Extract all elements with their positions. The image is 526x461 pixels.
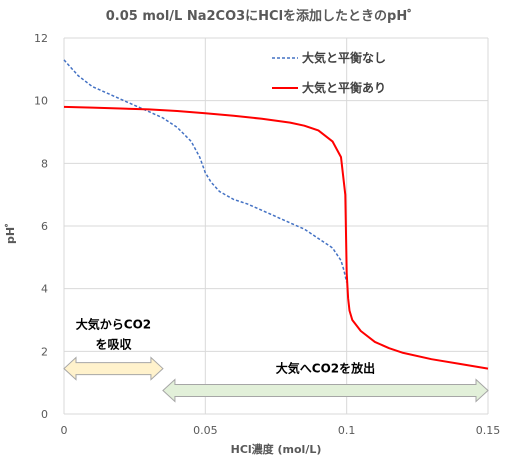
series-line-0 xyxy=(63,59,348,283)
chart-title: 0.05 mol/L Na2CO3にHClを添加したときのpH゜ xyxy=(106,8,421,24)
series-lines xyxy=(63,59,489,370)
annotation-text: 大気へCO2を放出 xyxy=(276,361,375,376)
x-tick-label: 0.05 xyxy=(193,424,218,437)
x-tick-label: 0.15 xyxy=(476,424,501,437)
y-tick-label: 0 xyxy=(41,408,48,421)
y-tick-label: 2 xyxy=(41,345,48,358)
y-tick-label: 8 xyxy=(41,157,48,170)
series-line-1 xyxy=(63,105,489,370)
x-axis-label: HCl濃度 (mol/L) xyxy=(231,442,322,456)
y-tick-label: 4 xyxy=(41,283,48,296)
y-tick-label: 6 xyxy=(41,220,48,233)
y-axis-label: pH゜ xyxy=(3,216,17,244)
x-tick-label: 0 xyxy=(61,424,68,437)
x-tick-label: 0.1 xyxy=(338,424,356,437)
tick-labels: 0 2 4 6 8 10 12 0 0.05 0.1 0.15 xyxy=(34,32,500,437)
legend-label: 大気と平衡あり xyxy=(302,80,386,95)
annotation-text: 大気からCO2 xyxy=(76,317,151,332)
y-tick-label: 12 xyxy=(34,32,48,45)
annotation-arrow xyxy=(162,378,489,403)
legend-label: 大気と平衡なし xyxy=(302,50,386,65)
grid-lines xyxy=(63,37,489,415)
y-tick-label: 10 xyxy=(34,95,48,108)
annotation-arrow xyxy=(63,356,164,381)
annotation-text: を吸収 xyxy=(95,338,132,352)
